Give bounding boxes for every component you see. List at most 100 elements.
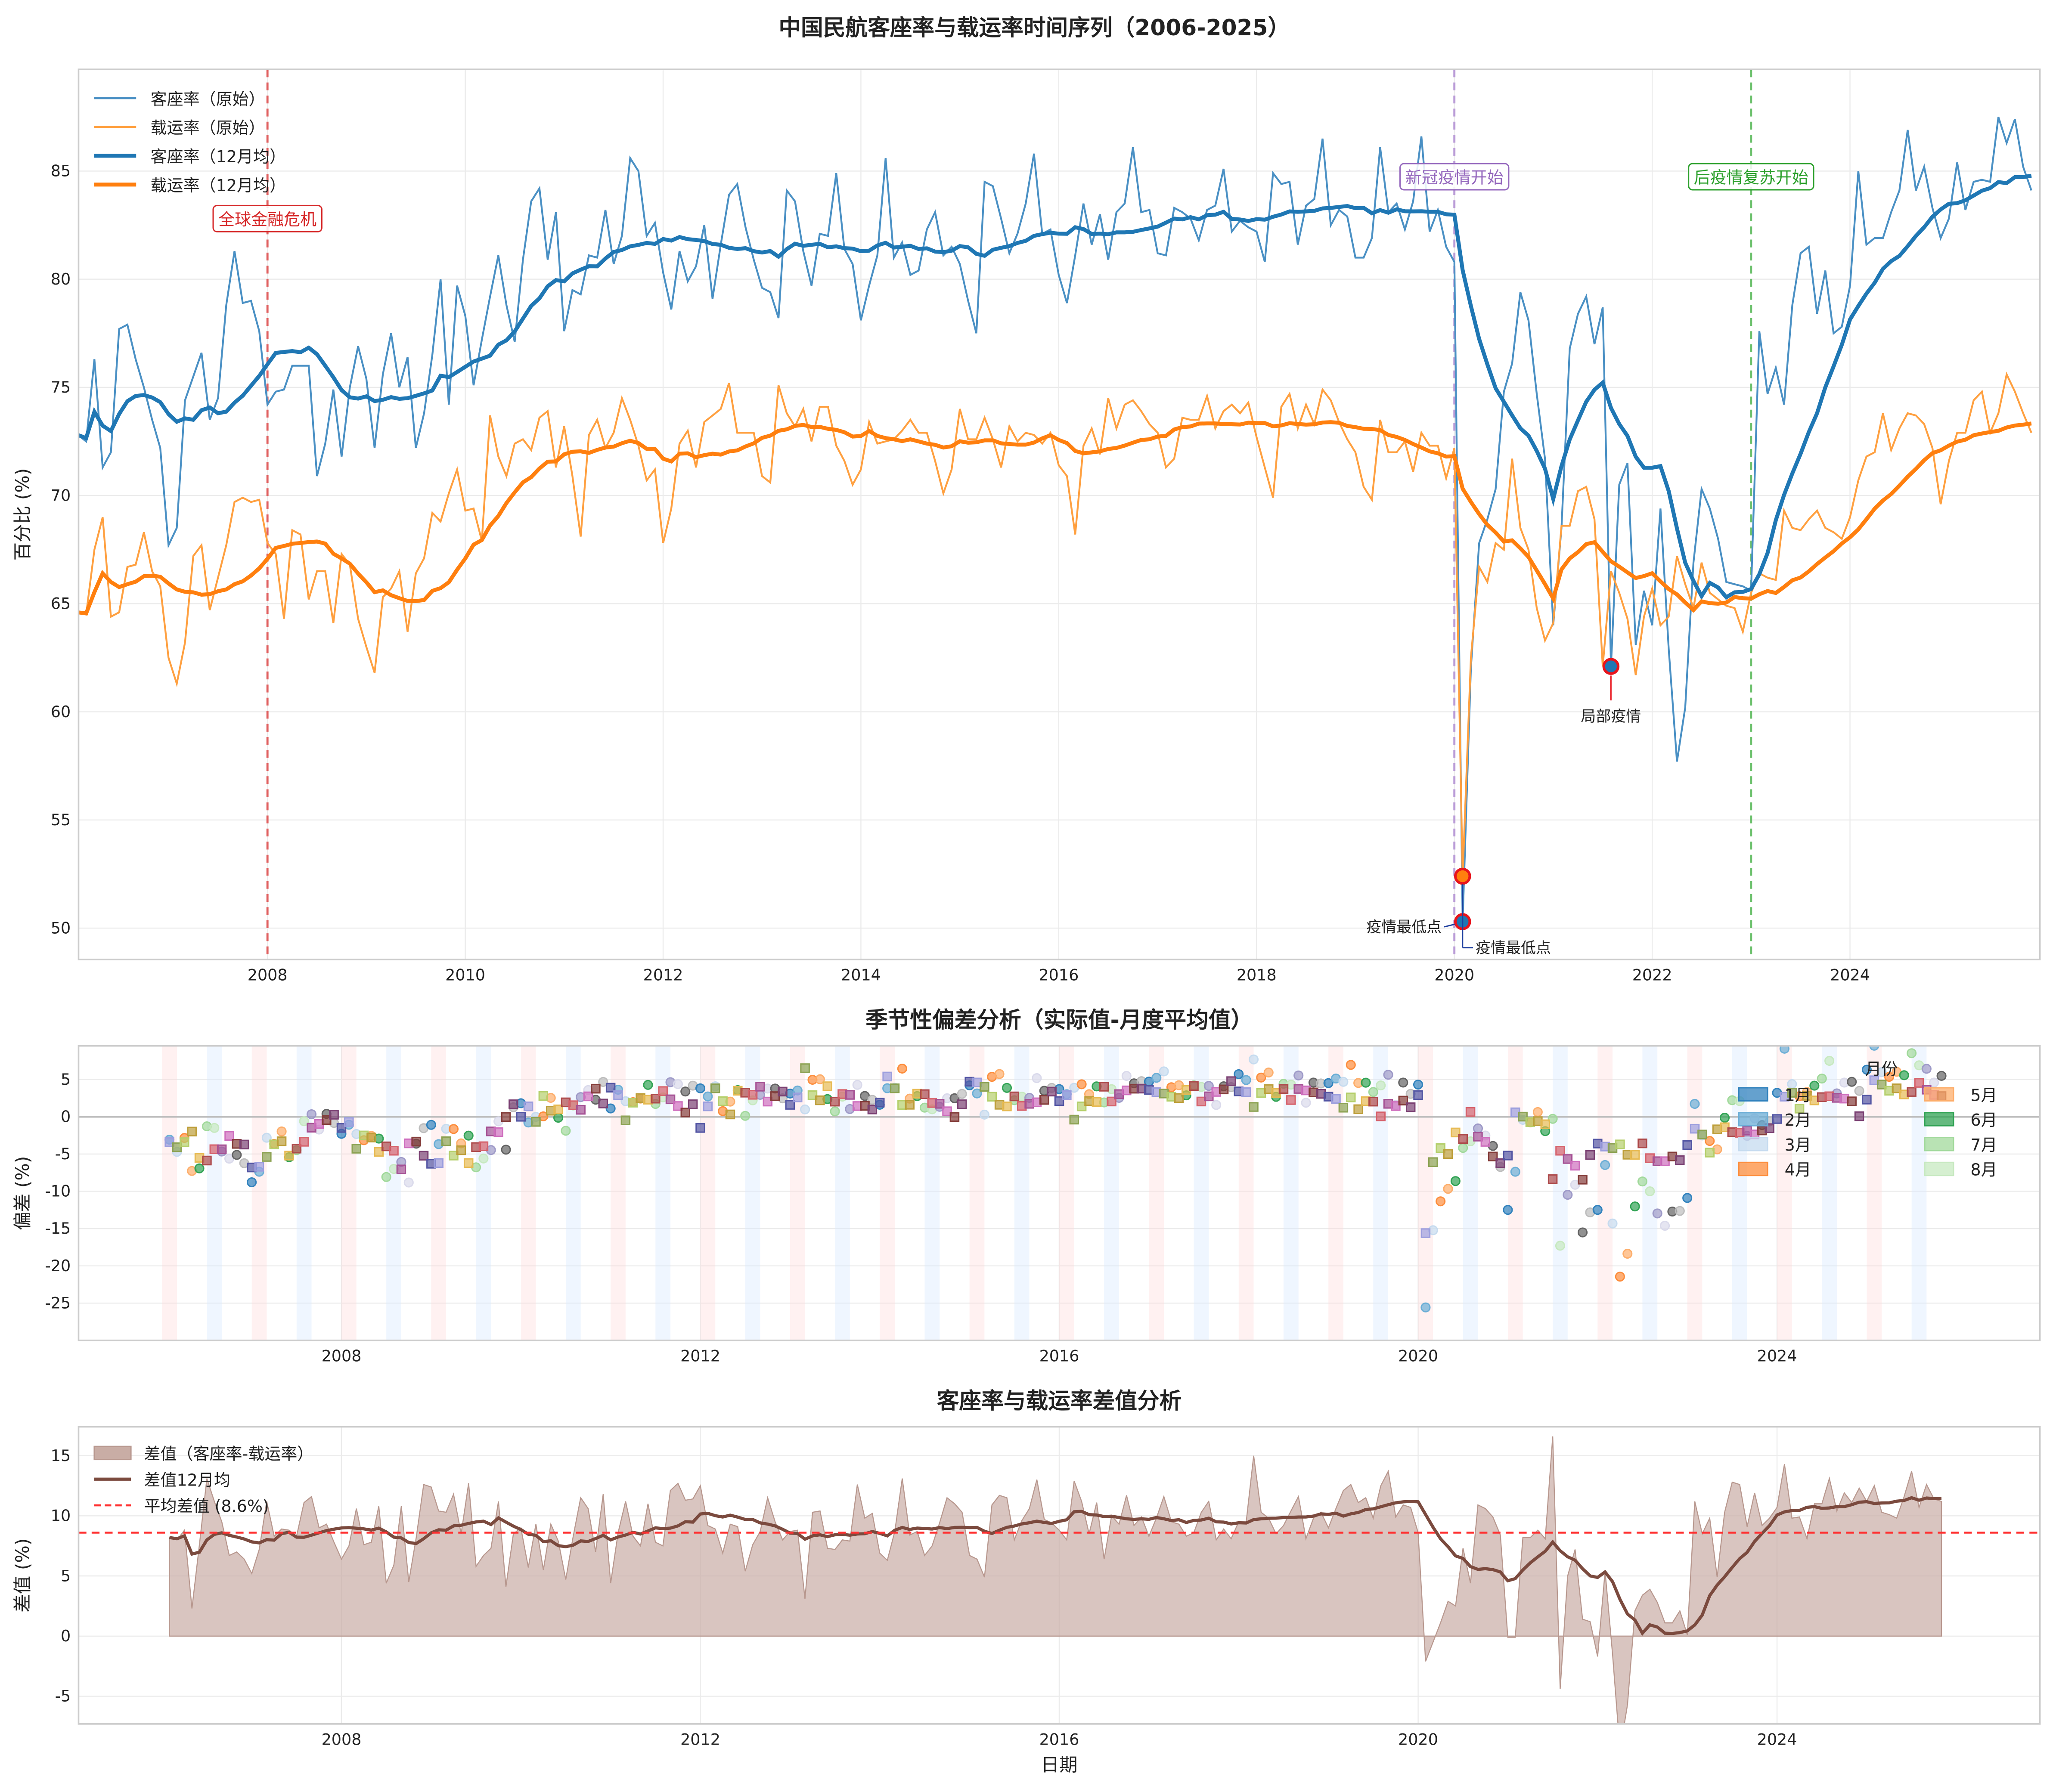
seat-deviation-point: [306, 1109, 317, 1120]
x-tick-label: 2008: [322, 1730, 362, 1749]
load-deviation-point: [1578, 1175, 1588, 1185]
y-tick-label: 0: [61, 1627, 71, 1645]
summer-band: [1463, 1046, 1478, 1340]
load-deviation-point: [1518, 1111, 1528, 1122]
seat-deviation-point: [426, 1120, 436, 1130]
load-deviation-point: [1002, 1101, 1012, 1111]
load-deviation-point: [576, 1105, 586, 1115]
x-tick-label: 2014: [841, 966, 881, 984]
seat-deviation-point: [1675, 1206, 1685, 1216]
seat-deviation-point: [1936, 1071, 1947, 1081]
load-deviation-point: [217, 1144, 227, 1154]
load-deviation-point: [1428, 1157, 1438, 1167]
load-deviation-point: [501, 1112, 511, 1122]
load-deviation-point: [1443, 1149, 1453, 1159]
panel-title: 季节性偏差分析（实际值-月度平均值）: [865, 1007, 1253, 1033]
seat-deviation-point: [1570, 1179, 1580, 1190]
legend-label: 5月: [1970, 1086, 1997, 1105]
seat-deviation-point: [463, 1130, 474, 1141]
seat-deviation-point: [1607, 1218, 1618, 1229]
load-deviation-point: [1847, 1096, 1857, 1106]
load-deviation-point: [1862, 1095, 1872, 1105]
load-deviation-point: [1353, 1104, 1363, 1114]
legend-label: 载运率（12月均）: [151, 176, 286, 195]
load-deviation-point: [1107, 1096, 1116, 1107]
x-tick-label: 2024: [1830, 966, 1870, 984]
legend-swatch: [93, 1445, 132, 1461]
seat-deviation-point: [247, 1177, 257, 1188]
load-deviation-point: [867, 1105, 878, 1114]
seat-deviation-point: [1854, 1086, 1864, 1096]
load-deviation-point: [187, 1127, 197, 1137]
seat-deviation-point: [1563, 1190, 1573, 1200]
load-deviation-point: [1503, 1151, 1513, 1161]
seat-deviation-point: [194, 1163, 205, 1173]
load-deviation-point: [934, 1099, 945, 1109]
seat-deviation-point: [1121, 1071, 1132, 1081]
load-deviation-point: [292, 1144, 302, 1154]
y-tick-label: 70: [51, 486, 71, 504]
seat-deviation-point: [1301, 1098, 1311, 1108]
spring-festival-band: [251, 1046, 267, 1340]
y-tick-label: 15: [51, 1446, 71, 1465]
load-deviation-point: [1069, 1114, 1079, 1125]
y-tick-label: 85: [51, 162, 71, 180]
summer-band: [296, 1046, 312, 1340]
load-deviation-point: [747, 1090, 758, 1100]
seat-deviation-point: [1248, 1054, 1259, 1065]
seat-deviation-point: [859, 1091, 870, 1101]
seat-deviation-point: [1555, 1241, 1566, 1251]
seat-deviation-point: [852, 1080, 862, 1090]
load-deviation-point: [1794, 1104, 1805, 1114]
load-deviation-point: [1076, 1101, 1087, 1111]
load-deviation-point: [1346, 1093, 1356, 1102]
x-tick-label: 2012: [680, 1730, 720, 1749]
seasonal-deviation-panel: 2008 2012 2016 2020 2024 -25 -20 -15 -10 -5 0 5 偏差 (…: [12, 1007, 2041, 1365]
main-timeseries-panel: 2008 2010 2012 2014 2016 2018 2020 2022 2024 50 55…: [12, 68, 2041, 984]
seat-deviation-point: [1592, 1205, 1603, 1215]
summer-band: [476, 1046, 491, 1340]
seat-deviation-point: [695, 1083, 706, 1093]
y-tick-label: 65: [51, 594, 71, 613]
seat-deviation-point: [994, 1069, 1005, 1079]
seat-deviation-point: [1532, 1107, 1543, 1117]
load-deviation-point: [591, 1083, 601, 1094]
load-deviation-point: [1682, 1140, 1692, 1150]
load-deviation-point: [254, 1162, 264, 1172]
load-deviation-point: [778, 1086, 788, 1097]
seat-deviation-point: [1652, 1208, 1662, 1219]
load-deviation-point: [1772, 1114, 1782, 1124]
load-deviation-point: [449, 1151, 459, 1161]
seat-deviation-point: [381, 1172, 391, 1182]
legend-swatch: [1738, 1161, 1768, 1176]
load-deviation-point: [1473, 1132, 1483, 1142]
load-deviation-point: [800, 1063, 810, 1073]
x-tick-label: 2008: [322, 1347, 362, 1365]
load-deviation-point: [1697, 1130, 1707, 1139]
x-tick-label: 2020: [1398, 1347, 1438, 1365]
load-deviation-point: [673, 1101, 683, 1111]
seat-deviation-point: [1241, 1075, 1251, 1085]
difference-panel: 2008 2012 2016 2020 2024 -5 0 5 10 15 差值 (%) 日期 客座率与…: [12, 1388, 2041, 1776]
load-deviation-point: [1331, 1094, 1341, 1104]
seat-deviation-point: [209, 1123, 220, 1133]
load-deviation-point: [1705, 1148, 1715, 1158]
axes-frame: [78, 1426, 2041, 1725]
seat-deviation-point: [1578, 1227, 1588, 1238]
event-label: 后疫情复苏开始: [1694, 168, 1808, 187]
seat-deviation-point: [276, 1126, 287, 1137]
legend-label: 2月: [1785, 1111, 1811, 1130]
seat-deviation-point: [1323, 1078, 1334, 1088]
seat-deviation-point: [680, 1086, 691, 1097]
load-deviation-point: [890, 1083, 900, 1093]
seat-deviation-point: [403, 1177, 414, 1188]
load-deviation-point: [276, 1136, 287, 1146]
y-tick-label: 60: [51, 703, 71, 721]
x-tick-label: 2024: [1757, 1730, 1797, 1749]
summer-band: [565, 1046, 581, 1340]
x-tick-label: 2012: [680, 1347, 720, 1365]
load-deviation-point: [987, 1092, 997, 1102]
seat-deviation-point: [478, 1153, 489, 1164]
y-tick-label: 0: [61, 1107, 71, 1126]
